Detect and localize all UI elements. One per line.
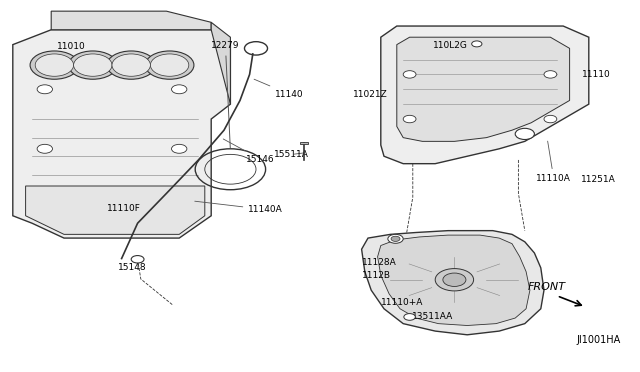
Text: 110L2G: 110L2G	[433, 41, 474, 50]
Text: 11140: 11140	[254, 79, 304, 99]
Polygon shape	[381, 26, 589, 164]
Polygon shape	[13, 30, 230, 238]
Text: 1112B: 1112B	[362, 271, 391, 280]
Text: 11010: 11010	[58, 42, 86, 51]
Text: 13511AA: 13511AA	[412, 312, 452, 321]
Text: 11021Z: 11021Z	[353, 90, 387, 99]
Circle shape	[544, 71, 557, 78]
Circle shape	[404, 314, 415, 320]
Circle shape	[150, 54, 189, 76]
Circle shape	[172, 85, 187, 94]
Text: 11251A: 11251A	[581, 175, 616, 184]
Circle shape	[35, 54, 74, 76]
Circle shape	[145, 51, 194, 79]
Text: 12279: 12279	[211, 41, 240, 148]
Circle shape	[435, 269, 474, 291]
Circle shape	[544, 115, 557, 123]
Circle shape	[68, 51, 117, 79]
Circle shape	[391, 236, 400, 241]
Circle shape	[37, 85, 52, 94]
Circle shape	[131, 256, 144, 263]
Circle shape	[74, 54, 112, 76]
Circle shape	[472, 41, 482, 47]
Circle shape	[515, 128, 534, 140]
Text: 11110A: 11110A	[536, 141, 571, 183]
Circle shape	[403, 71, 416, 78]
Text: FRONT: FRONT	[528, 282, 566, 292]
Circle shape	[37, 144, 52, 153]
Text: 15148: 15148	[118, 259, 147, 272]
Circle shape	[403, 115, 416, 123]
Circle shape	[172, 144, 187, 153]
Circle shape	[388, 234, 403, 243]
Text: JI1001HA: JI1001HA	[576, 335, 620, 345]
Circle shape	[107, 51, 156, 79]
Circle shape	[443, 273, 466, 286]
Polygon shape	[378, 235, 530, 326]
Polygon shape	[51, 11, 211, 30]
Polygon shape	[26, 186, 205, 234]
Text: 11110: 11110	[582, 70, 611, 79]
Polygon shape	[397, 37, 570, 141]
Text: 15146: 15146	[223, 139, 275, 164]
Text: 11110+A: 11110+A	[381, 298, 423, 307]
Circle shape	[30, 51, 79, 79]
Text: 11140A: 11140A	[195, 201, 283, 214]
Text: 15511A: 15511A	[274, 150, 308, 159]
Circle shape	[112, 54, 150, 76]
Polygon shape	[362, 231, 544, 335]
Bar	[300, 142, 308, 144]
Polygon shape	[211, 22, 230, 104]
Text: 11128A: 11128A	[362, 258, 397, 267]
Text: 11110F: 11110F	[107, 204, 140, 213]
